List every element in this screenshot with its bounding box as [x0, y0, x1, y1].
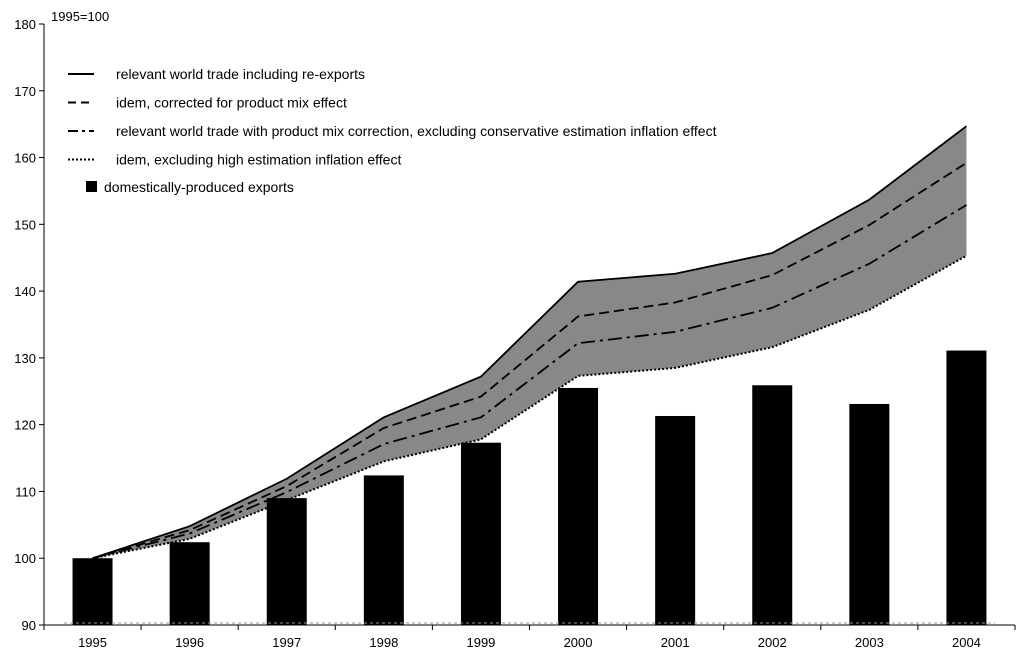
series-line-3: [92, 204, 967, 560]
bar-2001: [655, 415, 696, 625]
x-tick-label-1997: 1997: [272, 635, 301, 650]
y-tick-label-140: 140: [14, 284, 36, 299]
bar-1998: [363, 475, 404, 625]
series-line-4: [92, 254, 967, 560]
legend-label-4: idem, excluding high estimation inflatio…: [116, 152, 401, 168]
legend-label-2: idem, corrected for product mix effect: [116, 95, 347, 111]
series-line-2: [92, 162, 967, 560]
axis-layer: 90 100 110 120 130 140 150 160 170 180 1995 1996 199…: [14, 17, 1016, 650]
band-layer: [92, 126, 967, 559]
x-tick-label-2001: 2001: [661, 635, 690, 650]
x-tick-label-1995: 1995: [78, 635, 107, 650]
y-tick-label-100: 100: [14, 551, 36, 566]
x-tick-label-1999: 1999: [466, 635, 495, 650]
bar-layer: [72, 350, 987, 625]
x-tick-label-1996: 1996: [175, 635, 204, 650]
y-tick-label-110: 110: [15, 484, 36, 499]
bar-2000: [558, 387, 599, 625]
legend-label-1: relevant world trade including re-export…: [116, 66, 365, 82]
x-tick-label-2002: 2002: [758, 635, 787, 650]
y-tick-label-120: 120: [14, 418, 36, 433]
line-layer: [92, 125, 967, 560]
bar-1999: [460, 442, 501, 625]
x-tick-label-1998: 1998: [369, 635, 398, 650]
y-tick-label-160: 160: [14, 151, 36, 166]
bar-2004: [946, 350, 987, 625]
y-tick-label-90: 90: [22, 618, 36, 633]
y-tick-label-170: 170: [14, 84, 36, 99]
y-tick-label-150: 150: [14, 217, 36, 232]
x-tick-label-2003: 2003: [855, 635, 884, 650]
legend: relevant world trade including re-export…: [68, 66, 717, 195]
legend-label-3: relevant world trade with product mix co…: [116, 123, 717, 139]
series-line-1: [92, 125, 967, 560]
bar-1995: [72, 558, 113, 625]
y-tick-label-180: 180: [14, 17, 36, 32]
legend-label-bars: domestically-produced exports: [104, 179, 294, 195]
bar-2002: [752, 385, 793, 625]
x-tick-label-2004: 2004: [952, 635, 981, 650]
unit-label: 1995=100: [51, 9, 109, 24]
bar-1996: [169, 542, 210, 625]
y-tick-label-130: 130: [14, 351, 36, 366]
x-tick-label-2000: 2000: [564, 635, 593, 650]
bar-1997: [266, 498, 307, 625]
bar-2003: [849, 403, 890, 625]
legend-swatch-bars: [86, 181, 97, 192]
shaded-range-band: [92, 126, 967, 559]
